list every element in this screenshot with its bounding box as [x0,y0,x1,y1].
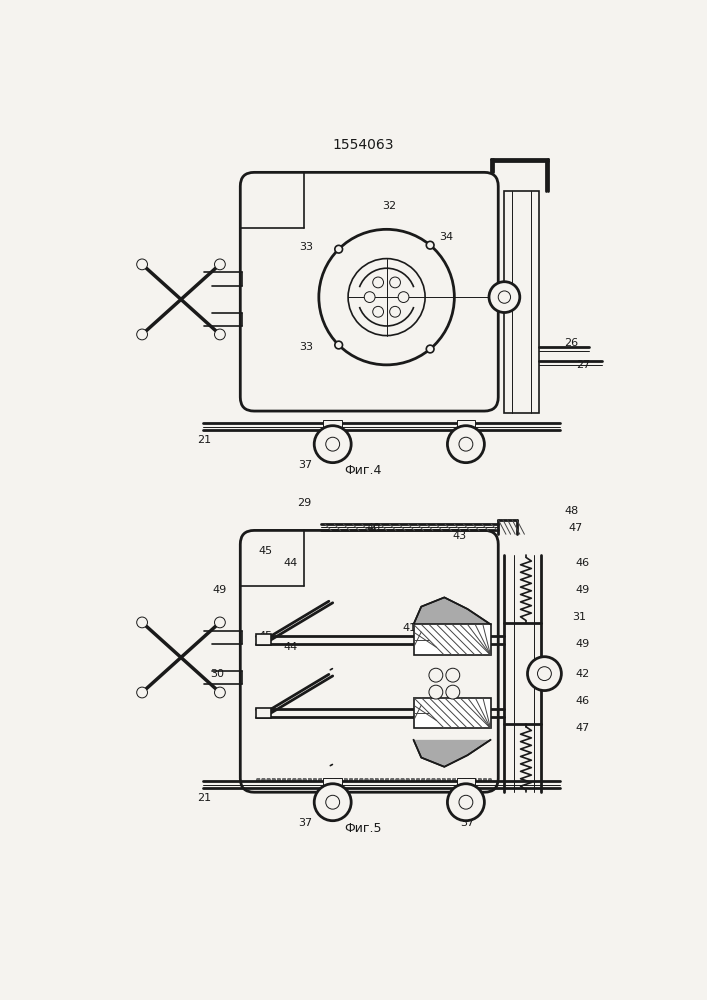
Text: 31: 31 [572,612,586,622]
Circle shape [214,687,226,698]
Circle shape [373,277,383,288]
Text: 33: 33 [299,242,312,252]
Text: 45: 45 [259,546,273,556]
Text: 49: 49 [212,585,227,595]
Text: 43: 43 [452,531,467,541]
Bar [457,778,475,790]
Text: 42: 42 [575,669,590,679]
Text: 37: 37 [460,818,474,828]
Text: 48: 48 [564,506,578,516]
Circle shape [448,784,484,821]
Circle shape [459,795,473,809]
Text: 1554063: 1554063 [332,138,394,152]
Text: 32: 32 [382,201,396,211]
Circle shape [319,229,455,365]
Circle shape [136,617,148,628]
FancyBboxPatch shape [240,530,498,792]
Circle shape [335,245,342,253]
Text: Фиг.5: Фиг.5 [344,822,382,835]
Text: 21: 21 [197,435,211,445]
Polygon shape [414,597,491,624]
Circle shape [446,668,460,682]
Text: 27: 27 [575,360,590,370]
Text: 44: 44 [284,558,298,568]
Bar [256,708,271,718]
Bar [414,698,491,728]
Circle shape [446,685,460,699]
Text: 33: 33 [299,342,312,352]
Circle shape [136,329,148,340]
Circle shape [136,687,148,698]
Text: 40: 40 [366,523,380,533]
Circle shape [314,426,351,463]
Bar [504,191,539,413]
Bar [324,420,342,432]
Text: 44: 44 [284,642,298,652]
Circle shape [335,341,342,349]
Bar [256,634,271,645]
Circle shape [390,277,400,288]
Circle shape [448,426,484,463]
Bar [324,778,342,790]
Text: 41: 41 [402,623,416,633]
Text: 34: 34 [439,232,453,242]
Circle shape [214,259,226,270]
Bar [414,624,491,655]
Bar [457,420,475,432]
Polygon shape [414,740,491,767]
Circle shape [136,259,148,270]
Circle shape [429,685,443,699]
Circle shape [214,329,226,340]
Circle shape [498,291,510,303]
Text: 46: 46 [576,696,590,706]
Circle shape [459,437,473,451]
Text: 37: 37 [298,460,312,470]
Text: 26: 26 [564,338,578,348]
Circle shape [214,617,226,628]
Text: 49: 49 [575,639,590,649]
Circle shape [429,668,443,682]
Text: 37: 37 [460,438,474,448]
Circle shape [326,795,339,809]
Circle shape [314,784,351,821]
Circle shape [348,259,425,336]
Text: 30: 30 [210,669,224,679]
Circle shape [390,306,400,317]
Text: 47: 47 [568,523,583,533]
Text: 47: 47 [575,723,590,733]
Circle shape [537,667,551,681]
Text: 21: 21 [197,793,211,803]
FancyBboxPatch shape [240,172,498,411]
Circle shape [326,437,339,451]
Text: Фиг.4: Фиг.4 [344,464,381,477]
Circle shape [426,241,434,249]
Circle shape [489,282,520,312]
Circle shape [364,292,375,302]
Circle shape [398,292,409,302]
Text: 37: 37 [298,818,312,828]
Text: 46: 46 [576,558,590,568]
Circle shape [373,306,383,317]
Text: 29: 29 [297,498,311,508]
Text: 45: 45 [259,631,273,641]
Circle shape [426,345,434,353]
Circle shape [527,657,561,691]
Text: 49: 49 [575,585,590,595]
